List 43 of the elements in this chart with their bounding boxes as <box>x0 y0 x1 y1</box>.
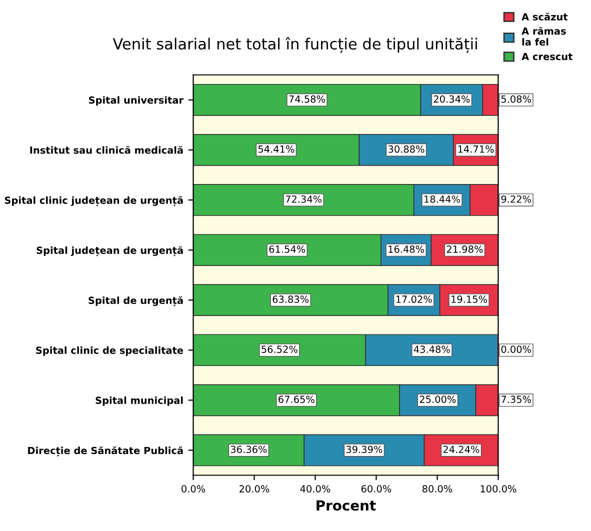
data-label: 0.00% <box>501 346 531 353</box>
data-label: 56.52% <box>262 346 298 353</box>
data-label: 61.54% <box>269 246 306 253</box>
x-tick-label: 80.0% <box>422 485 452 492</box>
legend-label: A scăzut <box>522 12 568 20</box>
data-label: 24.24% <box>443 446 480 454</box>
y-tick-label: Spital clinic județean de urgență <box>4 196 183 206</box>
y-tick-label: Direcție de Sănătate Publică <box>28 446 183 456</box>
data-label: 72.34% <box>286 195 322 203</box>
x-tick-label: 60.0% <box>361 485 392 492</box>
y-tick-label: Spital județean de urgență <box>36 246 183 256</box>
y-tick-label: Spital clinic de specialitate <box>36 346 184 356</box>
data-label: 43.48% <box>414 346 450 353</box>
data-label: 39.39% <box>346 446 382 454</box>
legend-label: A rămas la fel <box>522 26 566 46</box>
data-label: 36.36% <box>230 446 267 454</box>
y-tick-label: Spital municipal <box>96 396 183 406</box>
chart-title: Venit salarial net total în funcție de tipul unității <box>112 37 477 54</box>
data-label: 20.34% <box>434 95 470 103</box>
data-label: 14.71% <box>458 145 494 153</box>
data-label: 17.02% <box>396 296 432 303</box>
data-label: 63.83% <box>272 296 309 303</box>
data-label: 16.48% <box>388 246 424 253</box>
y-tick-label: Spital universitar <box>88 96 184 106</box>
data-label: 5.08% <box>501 95 531 103</box>
data-label: 67.65% <box>278 396 314 403</box>
data-label: 21.98% <box>446 246 483 253</box>
x-tick-label: 40.0% <box>300 485 330 492</box>
data-label: 30.88% <box>388 145 424 153</box>
data-label: 74.58% <box>289 95 325 103</box>
x-tick-label: 20.0% <box>240 485 270 492</box>
data-label: 25.00% <box>420 396 456 403</box>
y-tick-label: Institut sau clinică medicală <box>30 146 183 154</box>
y-tick-label: Spital de urgență <box>88 296 183 306</box>
data-label: 7.35% <box>501 396 531 403</box>
x-axis-title: Procent <box>316 500 376 511</box>
data-label: 18.44% <box>424 195 460 203</box>
legend-label: A crescut <box>522 52 573 60</box>
data-label: 9.22% <box>501 195 531 203</box>
data-label: 19.15% <box>452 296 488 303</box>
data-label: 54.41% <box>258 145 294 153</box>
x-tick-label: 100.0% <box>480 485 516 492</box>
x-tick-label: 0.0% <box>182 485 206 492</box>
